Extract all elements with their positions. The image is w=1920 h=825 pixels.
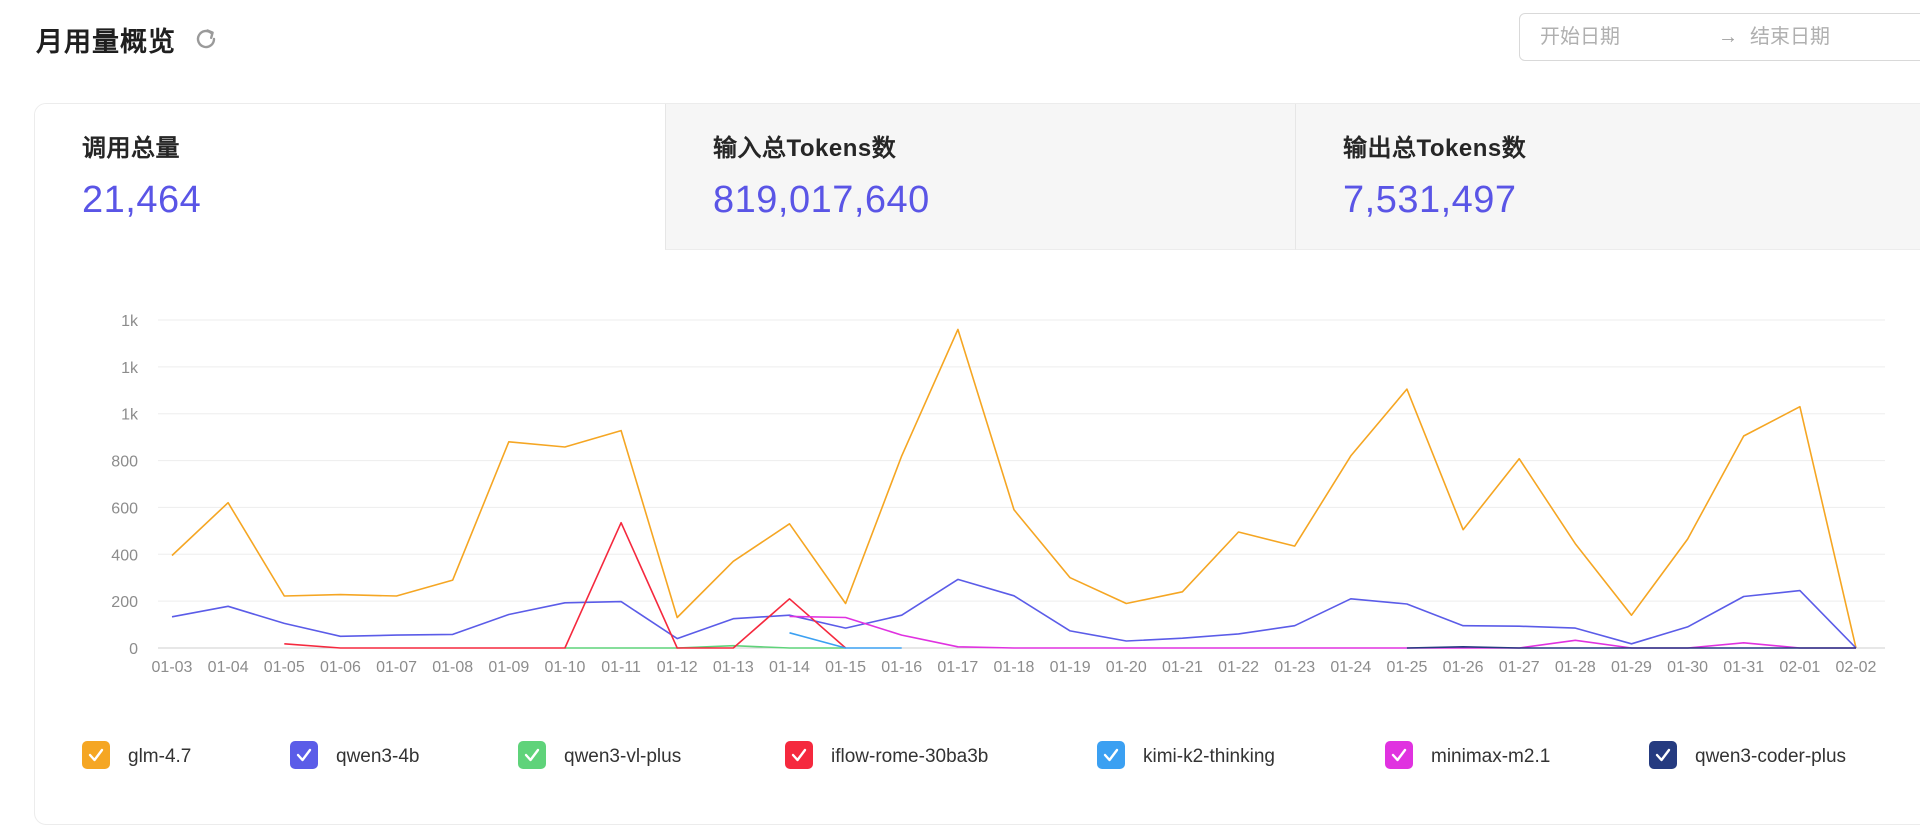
stat-value: 7,531,497 xyxy=(1343,179,1517,221)
legend-swatch xyxy=(1649,741,1677,769)
legend-label: qwen3-4b xyxy=(336,746,419,767)
check-icon xyxy=(296,748,312,762)
x-tick-label: 01-15 xyxy=(825,659,866,676)
y-tick-label: 200 xyxy=(111,594,138,611)
check-icon xyxy=(791,748,807,762)
series-line-qwen3-4b xyxy=(171,578,1857,649)
date-range-picker[interactable]: → xyxy=(1519,13,1920,61)
y-tick-label: 600 xyxy=(111,500,138,517)
page-title: 月用量概览 xyxy=(36,26,176,57)
x-tick-label: 01-09 xyxy=(488,659,529,676)
x-tick-label: 01-18 xyxy=(994,659,1035,676)
series-line-glm-4.7 xyxy=(171,328,1857,649)
stat-label: 调用总量 xyxy=(82,135,180,162)
y-tick-label: 1k xyxy=(121,313,139,330)
x-tick-label: 01-31 xyxy=(1723,659,1764,676)
legend-label: qwen3-coder-plus xyxy=(1695,746,1846,767)
stat-input-tokens[interactable]: 输入总Tokens数 819,017,640 xyxy=(665,104,1295,250)
x-tick-label: 01-17 xyxy=(937,659,978,676)
series-line-minimax-m2.1 xyxy=(789,615,1856,649)
x-tick-label: 01-11 xyxy=(601,659,641,676)
legend-swatch xyxy=(290,741,318,769)
page-header: 月用量概览 xyxy=(36,18,220,60)
x-tick-label: 02-02 xyxy=(1836,659,1877,676)
stat-label: 输入总Tokens数 xyxy=(713,135,897,162)
usage-card: 调用总量 21,464 输入总Tokens数 819,017,640 输出总To… xyxy=(34,103,1920,825)
x-tick-label: 01-27 xyxy=(1499,659,1540,676)
check-icon xyxy=(1103,748,1119,762)
start-date-input[interactable] xyxy=(1538,24,1692,50)
legend-label: kimi-k2-thinking xyxy=(1143,746,1275,767)
x-tick-label: 01-26 xyxy=(1443,659,1484,676)
x-tick-label: 01-22 xyxy=(1218,659,1259,676)
y-tick-label: 1k xyxy=(121,360,139,377)
x-tick-label: 01-14 xyxy=(769,659,810,676)
legend-label: iflow-rome-30ba3b xyxy=(831,746,988,767)
x-tick-label: 02-01 xyxy=(1779,659,1820,676)
y-tick-label: 400 xyxy=(111,547,138,564)
check-icon xyxy=(524,748,540,762)
stat-total-calls[interactable]: 调用总量 21,464 xyxy=(35,104,665,250)
x-tick-label: 01-20 xyxy=(1106,659,1147,676)
x-tick-label: 01-23 xyxy=(1274,659,1315,676)
stats-row: 调用总量 21,464 输入总Tokens数 819,017,640 输出总To… xyxy=(35,104,1920,250)
stat-value: 819,017,640 xyxy=(713,179,930,221)
stat-label: 输出总Tokens数 xyxy=(1343,135,1527,162)
y-tick-label: 800 xyxy=(111,454,138,471)
legend-item-iflow-rome-30ba3b[interactable]: iflow-rome-30ba3b xyxy=(785,741,988,769)
end-date-input[interactable] xyxy=(1748,24,1902,50)
x-tick-label: 01-24 xyxy=(1330,659,1371,676)
x-tick-label: 01-03 xyxy=(152,659,193,676)
x-tick-label: 01-29 xyxy=(1611,659,1652,676)
legend-item-glm-4.7[interactable]: glm-4.7 xyxy=(82,741,191,769)
series-line-qwen3-coder-plus xyxy=(1406,645,1856,649)
legend-item-qwen3-4b[interactable]: qwen3-4b xyxy=(290,741,419,769)
x-tick-label: 01-13 xyxy=(713,659,754,676)
x-tick-label: 01-04 xyxy=(208,659,249,676)
legend-label: glm-4.7 xyxy=(128,746,191,767)
stat-value: 21,464 xyxy=(82,179,202,221)
legend-label: minimax-m2.1 xyxy=(1431,746,1550,767)
legend-item-minimax-m2.1[interactable]: minimax-m2.1 xyxy=(1385,741,1550,769)
refresh-icon[interactable] xyxy=(192,25,220,53)
x-tick-label: 01-12 xyxy=(657,659,698,676)
x-tick-label: 01-08 xyxy=(432,659,473,676)
legend-label: qwen3-vl-plus xyxy=(564,746,681,767)
x-tick-label: 01-19 xyxy=(1050,659,1091,676)
legend-swatch xyxy=(1385,741,1413,769)
check-icon xyxy=(1391,748,1407,762)
x-tick-label: 01-25 xyxy=(1386,659,1427,676)
x-tick-label: 01-28 xyxy=(1555,659,1596,676)
y-tick-label: 1k xyxy=(121,407,139,424)
x-tick-label: 01-05 xyxy=(264,659,305,676)
x-tick-label: 01-21 xyxy=(1162,659,1203,676)
stat-output-tokens[interactable]: 输出总Tokens数 7,531,497 xyxy=(1295,104,1920,250)
legend-swatch xyxy=(1097,741,1125,769)
legend-item-qwen3-coder-plus[interactable]: qwen3-coder-plus xyxy=(1649,741,1846,769)
check-icon xyxy=(88,748,104,762)
series-line-qwen3-vl-plus xyxy=(564,644,846,649)
x-tick-label: 01-07 xyxy=(376,659,417,676)
x-tick-label: 01-10 xyxy=(544,659,585,676)
x-tick-label: 01-06 xyxy=(320,659,361,676)
legend-swatch xyxy=(518,741,546,769)
series-line-kimi-k2-thinking xyxy=(789,632,902,649)
check-icon xyxy=(1655,748,1671,762)
legend-swatch xyxy=(785,741,813,769)
legend-swatch xyxy=(82,741,110,769)
range-arrow: → xyxy=(1718,25,1738,48)
legend-item-kimi-k2-thinking[interactable]: kimi-k2-thinking xyxy=(1097,741,1275,769)
series-line-iflow-rome-30ba3b xyxy=(284,521,847,649)
y-tick-label: 0 xyxy=(129,641,138,658)
legend-item-qwen3-vl-plus[interactable]: qwen3-vl-plus xyxy=(518,741,681,769)
x-tick-label: 01-30 xyxy=(1667,659,1708,676)
x-tick-label: 01-16 xyxy=(881,659,922,676)
